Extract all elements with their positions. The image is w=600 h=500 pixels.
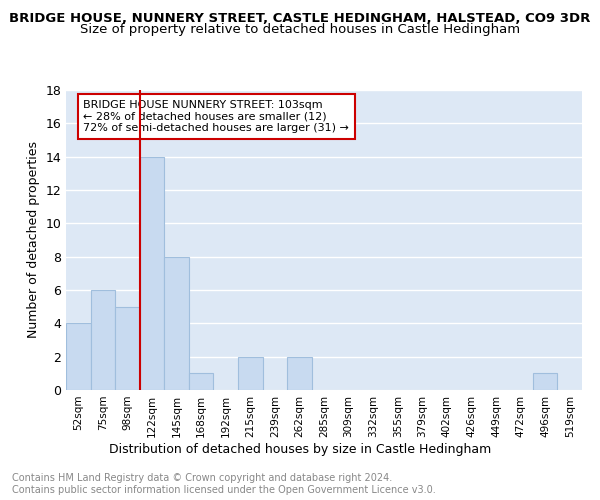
Bar — [287, 356, 312, 390]
Text: BRIDGE HOUSE, NUNNERY STREET, CASTLE HEDINGHAM, HALSTEAD, CO9 3DR: BRIDGE HOUSE, NUNNERY STREET, CASTLE HED… — [10, 12, 590, 26]
Text: Contains HM Land Registry data © Crown copyright and database right 2024.
Contai: Contains HM Land Registry data © Crown c… — [12, 474, 436, 495]
Text: BRIDGE HOUSE NUNNERY STREET: 103sqm
← 28% of detached houses are smaller (12)
72: BRIDGE HOUSE NUNNERY STREET: 103sqm ← 28… — [83, 100, 349, 133]
Bar — [115, 306, 140, 390]
Bar — [189, 374, 214, 390]
Bar — [533, 374, 557, 390]
Bar — [140, 156, 164, 390]
Bar — [66, 324, 91, 390]
Bar — [91, 290, 115, 390]
Y-axis label: Number of detached properties: Number of detached properties — [27, 142, 40, 338]
Bar — [164, 256, 189, 390]
Text: Size of property relative to detached houses in Castle Hedingham: Size of property relative to detached ho… — [80, 22, 520, 36]
Text: Distribution of detached houses by size in Castle Hedingham: Distribution of detached houses by size … — [109, 442, 491, 456]
Bar — [238, 356, 263, 390]
